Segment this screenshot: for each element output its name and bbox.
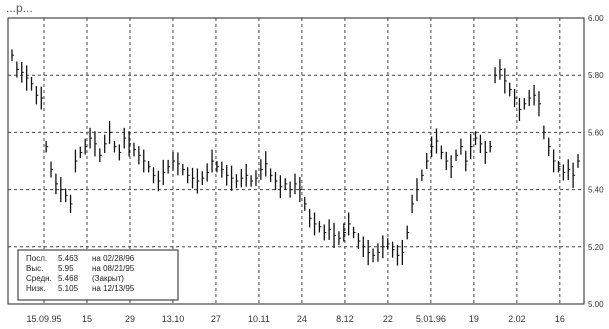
legend-row-3-value: 5.105 [58, 284, 79, 293]
x-axis-ticks: 15.09.95 15 29 13.10 27 10.11 24 8.12 22 5.01.96 1… [26, 314, 564, 324]
legend-box: Посл. 5.463 на 02/28/96 Выс. 5.95 на 08/… [17, 249, 179, 301]
x-tick-label-11: 2.02 [508, 314, 526, 324]
chart-title-partial: ...р... [6, 1, 33, 15]
y-tick-label-2: 5.40 [588, 186, 604, 195]
legend-row-2-label: Средн. [26, 274, 52, 283]
y-tick-label-0: 5.00 [588, 300, 604, 309]
x-tick-label-7: 8.12 [336, 314, 354, 324]
x-tick-label-5: 10.11 [248, 314, 270, 324]
legend-row-1-value: 5.95 [58, 264, 74, 273]
x-tick-label-10: 19 [469, 314, 479, 324]
x-tick-label-1: 15 [82, 314, 92, 324]
x-tick-label-2: 29 [125, 314, 135, 324]
legend-row-3-note: на 12/13/95 [92, 284, 135, 293]
legend-row-1-note: на 08/21/95 [92, 264, 135, 273]
x-tick-label-12: 16 [555, 314, 565, 324]
x-tick-label-8: 22 [383, 314, 393, 324]
x-tick-label-9: 5.01.96 [416, 314, 446, 324]
legend-frame [17, 249, 179, 301]
x-tick-label-6: 24 [297, 314, 307, 324]
x-tick-label-0: 15.09.95 [26, 314, 61, 324]
x-tick-label-4: 27 [211, 314, 221, 324]
grid-lines [8, 18, 584, 304]
legend-row-2-note: (Закрыт) [92, 274, 124, 283]
legend-row-0-label: Посл. [26, 254, 47, 263]
legend-row-1-label: Выс. [26, 264, 43, 273]
x-tick-label-3: 13.10 [162, 314, 185, 324]
legend-row-2-value: 5.468 [58, 274, 79, 283]
legend-row-3-label: Низк. [26, 284, 46, 293]
y-tick-label-3: 5.60 [588, 128, 604, 137]
legend-row-0-value: 5.463 [58, 254, 79, 263]
y-tick-label-1: 5.20 [588, 243, 604, 252]
legend-row-0-note: на 02/28/96 [92, 254, 135, 263]
y-axis-ticks: 5.00 5.20 5.40 5.60 5.80 6.00 [588, 14, 604, 309]
price-bars [11, 49, 580, 266]
y-tick-label-5: 6.00 [588, 14, 604, 23]
y-tick-label-4: 5.80 [588, 71, 604, 80]
